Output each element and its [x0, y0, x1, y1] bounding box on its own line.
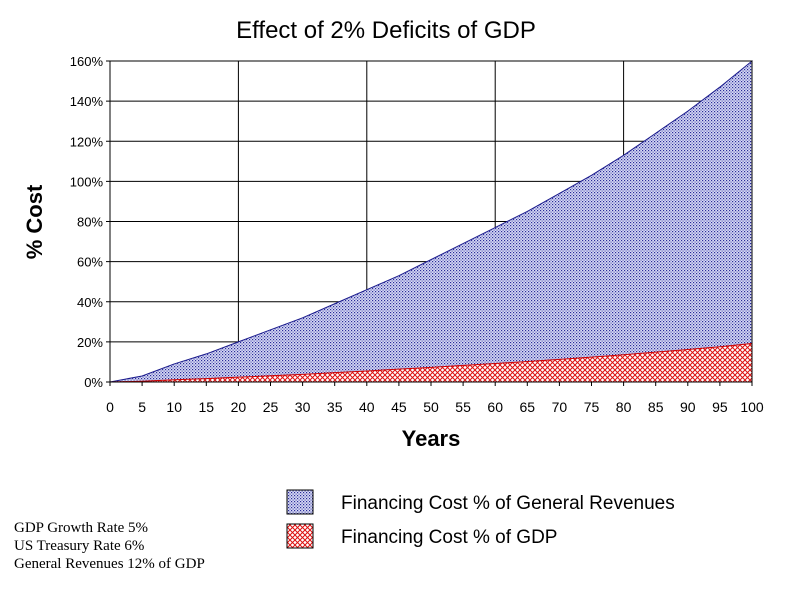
y-axis-title: % Cost — [22, 184, 47, 259]
area-general-revenues — [109, 59, 753, 383]
x-tick-label: 10 — [166, 399, 182, 415]
x-tick-label: 65 — [520, 399, 536, 415]
x-axis-title: Years — [402, 426, 461, 451]
legend: Financing Cost % of General Revenues Fin… — [286, 489, 675, 549]
y-tick-label: 20% — [77, 335, 103, 350]
x-tick-label: 50 — [423, 399, 439, 415]
x-tick-label: 20 — [231, 399, 247, 415]
x-tick-label: 95 — [712, 399, 728, 415]
x-tick-label: 60 — [487, 399, 503, 415]
y-tick-label: 40% — [77, 295, 103, 310]
note-treasury-rate: US Treasury Rate 6% — [14, 538, 145, 554]
x-tick-label: 5 — [138, 399, 146, 415]
x-tick-label: 100 — [740, 399, 764, 415]
y-tick-label: 120% — [70, 134, 104, 149]
assumptions-notes: GDP Growth Rate 5% US Treasury Rate 6% G… — [14, 519, 205, 573]
y-tick-label: 160% — [70, 54, 104, 69]
data-areas — [109, 59, 753, 383]
legend-swatch-gdp — [286, 523, 314, 549]
x-tick-label: 0 — [106, 399, 114, 415]
y-tick-label: 0% — [84, 375, 103, 390]
legend-swatch-general-revenues — [286, 489, 314, 515]
x-tick-label: 45 — [391, 399, 407, 415]
legend-item-general-revenues: Financing Cost % of General Revenues — [286, 489, 675, 515]
axis-ticks: 0% 20% 40% 60% 80% 100% 120% 140% 160% 0 5 10 15 20 25… — [70, 54, 764, 415]
chart-title: Effect of 2% Deficits of GDP — [236, 17, 536, 44]
x-tick-label: 55 — [455, 399, 471, 415]
y-tick-label: 60% — [77, 255, 103, 270]
x-tick-label: 90 — [680, 399, 696, 415]
y-tick-label: 80% — [77, 215, 103, 230]
x-tick-label: 70 — [552, 399, 568, 415]
legend-label-gdp: Financing Cost % of GDP — [341, 527, 557, 548]
x-tick-label: 25 — [263, 399, 279, 415]
x-tick-label: 15 — [199, 399, 215, 415]
x-tick-label: 40 — [359, 399, 375, 415]
legend-label-general-revenues: Financing Cost % of General Revenues — [341, 493, 675, 514]
area-gdp — [109, 342, 753, 383]
x-tick-label: 75 — [584, 399, 600, 415]
legend-item-gdp: Financing Cost % of GDP — [286, 523, 557, 549]
note-general-revenues: General Revenues 12% of GDP — [14, 556, 205, 572]
x-tick-label: 30 — [295, 399, 311, 415]
y-tick-label: 140% — [70, 94, 104, 109]
note-gdp-growth: GDP Growth Rate 5% — [14, 520, 149, 536]
y-tick-label: 100% — [70, 174, 104, 189]
x-tick-label: 35 — [327, 399, 343, 415]
x-tick-label: 80 — [616, 399, 632, 415]
x-tick-label: 85 — [648, 399, 664, 415]
